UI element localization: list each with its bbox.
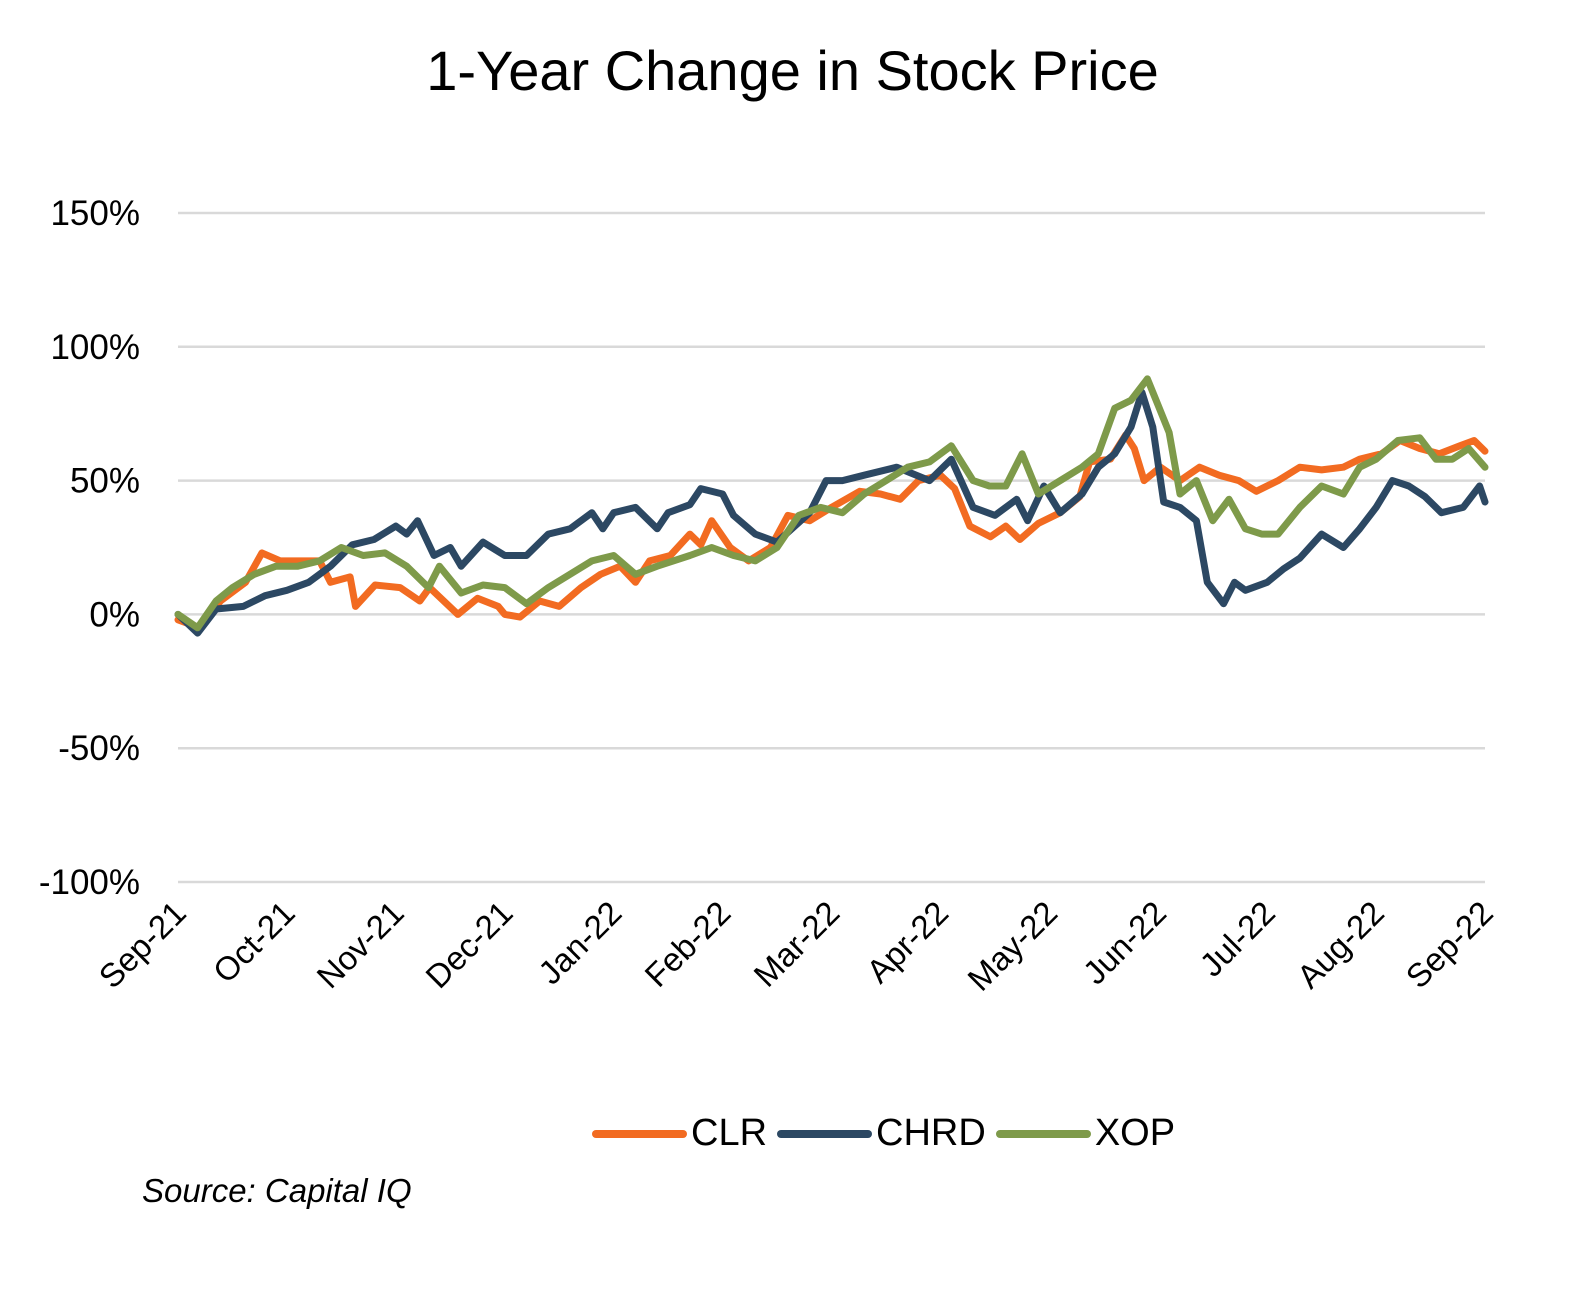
y-tick-label: -50%: [58, 729, 140, 768]
series-line-xop: [174, 375, 1489, 632]
x-tick-label: Oct-21: [206, 894, 302, 990]
y-tick-label: 0%: [89, 595, 140, 634]
x-tick-label: Jan-22: [531, 894, 629, 992]
x-tick-label: Aug-22: [1290, 894, 1391, 995]
source-note: Source: Capital IQ: [142, 1172, 412, 1209]
legend-swatch-xop: [995, 1129, 1091, 1138]
legend-item-xop: XOP: [995, 1112, 1176, 1155]
x-tick-label: Sep-21: [92, 894, 193, 995]
x-tick-label: Sep-22: [1399, 894, 1500, 995]
legend-label-clr: CLR: [691, 1112, 768, 1154]
y-axis-ticks: 150% 100% 50% 0% -50% -100%: [39, 194, 140, 902]
series-line-clr: [174, 431, 1489, 632]
x-tick-label: Dec-21: [418, 894, 519, 995]
gridlines: [178, 211, 1485, 884]
y-tick-label: 150%: [50, 194, 140, 233]
x-tick-label: May-22: [960, 894, 1064, 998]
y-tick-label: 50%: [70, 462, 140, 501]
legend-item-clr: CLR: [592, 1112, 767, 1155]
chart-title: 1-Year Change in Stock Price: [426, 39, 1159, 102]
legend-label-chrd: CHRD: [876, 1112, 986, 1154]
y-tick-label: 100%: [50, 328, 140, 367]
legend-swatch-clr: [592, 1129, 687, 1138]
legend-label-xop: XOP: [1094, 1112, 1176, 1154]
x-tick-label: Jul-22: [1192, 894, 1282, 984]
x-axis-ticks: Sep-21 Oct-21 Nov-21 Dec-21 Jan-22 Feb-22 Mar-…: [92, 894, 1500, 998]
legend-item-chrd: CHRD: [777, 1112, 986, 1155]
x-tick-label: Apr-22: [859, 894, 955, 990]
x-tick-label: Nov-21: [309, 894, 410, 995]
x-tick-label: Feb-22: [637, 894, 737, 994]
x-tick-label: Mar-22: [746, 894, 846, 994]
legend-swatch-chrd: [777, 1129, 873, 1138]
x-tick-label: Jun-22: [1076, 894, 1174, 992]
series-lines: [174, 375, 1489, 637]
y-tick-label: -100%: [39, 863, 140, 902]
legend: CLR CHRD XOP: [592, 1112, 1185, 1155]
series-line-chrd: [174, 388, 1489, 637]
